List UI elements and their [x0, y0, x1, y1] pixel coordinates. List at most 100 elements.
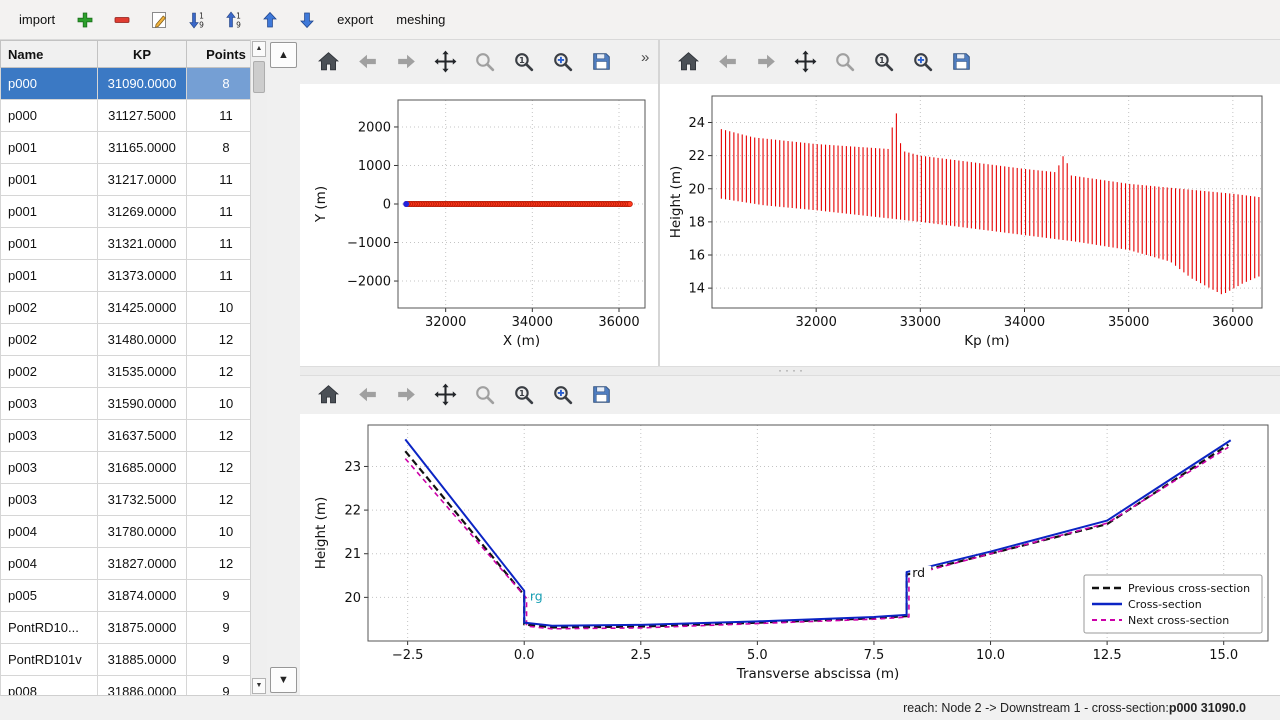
table-row[interactable]: p002 31535.0000 12: [0, 355, 266, 388]
cell-points: 9: [186, 675, 266, 695]
cell-kp: 31090.0000: [97, 67, 187, 100]
back-button[interactable]: [351, 378, 383, 410]
svg-text:18: 18: [688, 215, 705, 230]
table-row[interactable]: p001 31165.0000 8: [0, 131, 266, 164]
zoom-button[interactable]: [468, 378, 500, 410]
longitudinal-profile-chart[interactable]: 32000 33000 34000 35000 36000 14 16 18 20 22 24 Kp …: [660, 84, 1280, 366]
toolbar-overflow-chevron[interactable]: »: [641, 49, 650, 66]
save-button[interactable]: [945, 45, 977, 77]
svg-text:rd: rd: [912, 565, 925, 580]
scrollbar-thumb[interactable]: [253, 61, 265, 93]
home-icon: [677, 51, 699, 70]
cross-section-plot-toolbar: 1: [312, 378, 617, 410]
remove-section-button[interactable]: [110, 8, 134, 32]
status-current-section: p000 31090.0: [1168, 701, 1246, 715]
cell-name: p003: [0, 419, 98, 452]
svg-text:7.5: 7.5: [864, 648, 885, 663]
meshing-button[interactable]: meshing: [391, 8, 450, 31]
plan-view-chart[interactable]: 32000 34000 36000 −2000 −1000 0 1000 2000 X (m) Y…: [300, 84, 658, 366]
plan-plot-toolbar: 1: [312, 45, 617, 77]
add-section-button[interactable]: [73, 8, 97, 32]
table-row[interactable]: p003 31637.5000 12: [0, 419, 266, 452]
zoom-original-icon: 1: [874, 52, 893, 71]
zoom-rect-button[interactable]: [546, 45, 578, 77]
cell-kp: 31217.0000: [97, 163, 187, 196]
pan-icon: [434, 383, 456, 405]
svg-text:15.0: 15.0: [1209, 648, 1238, 663]
zoom-original-button[interactable]: 1: [507, 378, 539, 410]
zoom-button[interactable]: [828, 45, 860, 77]
svg-text:Transverse abscissa (m): Transverse abscissa (m): [736, 666, 900, 682]
cross-section-table-body: p000 31090.0000 8 p000 31127.5000 11 p001 31165…: [0, 67, 266, 695]
cell-kp: 31780.0000: [97, 515, 187, 548]
home-button[interactable]: [312, 378, 344, 410]
svg-text:1: 1: [519, 55, 525, 65]
table-row[interactable]: p008 31886.0000 9: [0, 675, 266, 695]
svg-text:Next cross-section: Next cross-section: [1128, 614, 1229, 627]
save-button[interactable]: [585, 45, 617, 77]
back-button[interactable]: [711, 45, 743, 77]
zoom-original-button[interactable]: 1: [867, 45, 899, 77]
table-row[interactable]: p001 31217.0000 11: [0, 163, 266, 196]
forward-button[interactable]: [390, 45, 422, 77]
cell-kp: 31165.0000: [97, 131, 187, 164]
forward-button[interactable]: [750, 45, 782, 77]
zoom-rect-icon: [553, 52, 572, 71]
cell-name: p000: [0, 99, 98, 132]
save-button[interactable]: [585, 378, 617, 410]
splitter-handle[interactable]: ····: [778, 363, 806, 377]
table-row[interactable]: PontRD10... 31875.0000 9: [0, 611, 266, 644]
cell-name: p001: [0, 195, 98, 228]
pan-button[interactable]: [789, 45, 821, 77]
table-row[interactable]: p004 31780.0000 10: [0, 515, 266, 548]
pan-icon: [794, 50, 816, 72]
edit-section-button[interactable]: [147, 8, 171, 32]
zoom-rect-button[interactable]: [546, 378, 578, 410]
table-row[interactable]: p000 31127.5000 11: [0, 99, 266, 132]
forward-button[interactable]: [390, 378, 422, 410]
zoom-original-button[interactable]: 1: [507, 45, 539, 77]
table-row[interactable]: p001 31321.0000 11: [0, 227, 266, 260]
table-row[interactable]: PontRD101v 31885.0000 9: [0, 643, 266, 676]
zoom-rect-button[interactable]: [906, 45, 938, 77]
column-header-kp[interactable]: KP: [97, 40, 187, 68]
home-button[interactable]: [312, 45, 344, 77]
svg-text:34000: 34000: [1004, 315, 1045, 330]
svg-text:1: 1: [519, 388, 525, 398]
table-row[interactable]: p003 31685.0000 12: [0, 451, 266, 484]
table-row[interactable]: p001 31373.0000 11: [0, 259, 266, 292]
export-button[interactable]: export: [332, 8, 378, 31]
svg-text:22: 22: [344, 504, 361, 519]
cell-name: p005: [0, 579, 98, 612]
svg-text:rg: rg: [530, 588, 543, 603]
svg-text:16: 16: [688, 249, 705, 264]
nav-up-button[interactable]: ▲: [270, 42, 297, 68]
move-up-button[interactable]: [258, 8, 282, 32]
horizontal-splitter[interactable]: ····: [300, 363, 1280, 377]
cell-name: PontRD101v: [0, 643, 98, 676]
table-row[interactable]: p002 31480.0000 12: [0, 323, 266, 356]
column-header-name[interactable]: Name: [0, 40, 98, 68]
table-row[interactable]: p001 31269.0000 11: [0, 195, 266, 228]
table-row[interactable]: p003 31732.5000 12: [0, 483, 266, 516]
scrollbar-down-arrow[interactable]: ▼: [252, 678, 266, 694]
scrollbar-up-arrow[interactable]: ▲: [252, 41, 266, 57]
zoom-button[interactable]: [468, 45, 500, 77]
nav-down-button[interactable]: ▼: [270, 667, 297, 693]
table-row[interactable]: p000 31090.0000 8: [0, 67, 266, 100]
import-button[interactable]: import: [14, 8, 60, 31]
move-down-button[interactable]: [295, 8, 319, 32]
pan-button[interactable]: [429, 378, 461, 410]
cell-kp: 31875.0000: [97, 611, 187, 644]
home-button[interactable]: [672, 45, 704, 77]
cross-section-chart[interactable]: −2.5 0.0 2.5 5.0 7.5 10.0 12.5 15.0 20 21 22 23 Tran…: [300, 414, 1280, 695]
table-row[interactable]: p002 31425.0000 10: [0, 291, 266, 324]
table-row[interactable]: p005 31874.0000 9: [0, 579, 266, 612]
back-button[interactable]: [351, 45, 383, 77]
svg-text:10.0: 10.0: [976, 648, 1005, 663]
pan-button[interactable]: [429, 45, 461, 77]
table-row[interactable]: p004 31827.0000 12: [0, 547, 266, 580]
table-row[interactable]: p003 31590.0000 10: [0, 387, 266, 420]
